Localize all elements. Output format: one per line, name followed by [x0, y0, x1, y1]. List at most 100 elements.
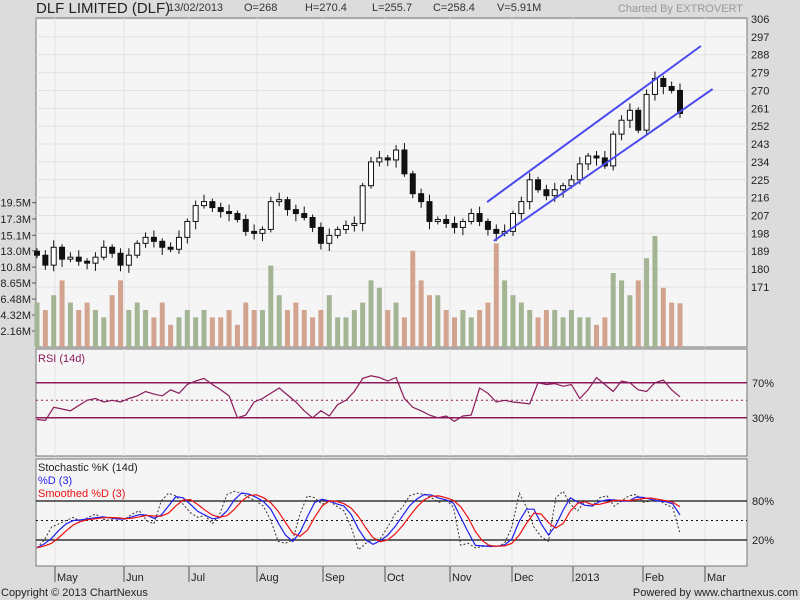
candle-up — [526, 179, 533, 203]
volume-bar — [310, 317, 316, 347]
candle-down — [409, 173, 416, 195]
volume-bar — [92, 310, 98, 347]
quote-high: H=270.4 — [305, 2, 347, 14]
candle-down — [309, 217, 316, 228]
volume-bar — [118, 280, 124, 347]
candle-up — [626, 109, 633, 121]
price-tick-label: 297 — [751, 32, 769, 44]
candle-up — [560, 185, 567, 191]
volume-bar — [59, 280, 65, 347]
candle-down — [535, 179, 542, 191]
volume-bar — [652, 236, 658, 347]
candle-up — [509, 213, 516, 232]
volume-bar — [644, 258, 650, 347]
volume-bar — [343, 317, 349, 347]
volume-bar — [468, 317, 474, 347]
candle-down — [242, 218, 249, 232]
x-tick-label: Jun — [126, 572, 144, 584]
volume-bar — [410, 250, 416, 347]
candle-down — [635, 109, 642, 131]
x-tick-label: Mar — [707, 572, 726, 584]
stochastic-d-line — [36, 492, 681, 549]
candle-down — [451, 222, 458, 228]
candle-down — [284, 199, 291, 211]
candle-down — [677, 89, 683, 114]
volume-bar — [568, 310, 574, 347]
stochastic-panel — [35, 458, 748, 567]
price-tick-label: 171 — [751, 282, 769, 294]
candle-up — [142, 236, 149, 244]
candle-down — [301, 213, 308, 218]
candle-up — [92, 256, 99, 264]
candle-down — [476, 213, 483, 222]
rsi-level-label: 30% — [752, 413, 774, 425]
volume-bar — [669, 302, 675, 347]
volume-bar — [385, 310, 391, 347]
x-tick-label: Dec — [514, 572, 534, 584]
volume-bar — [276, 295, 282, 347]
candle-down — [109, 246, 116, 254]
x-tick-label: 2013 — [575, 572, 599, 584]
stochastic-level-label: 20% — [752, 535, 774, 547]
volume-tick-label: 10.8M — [0, 262, 31, 274]
volume-bar — [376, 287, 382, 347]
volume-bar — [401, 317, 407, 347]
stochastic-k-line — [36, 490, 681, 551]
volume-bar — [610, 273, 616, 347]
price-tick-label: 225 — [751, 175, 769, 187]
candle-up — [267, 201, 274, 230]
volume-bar — [368, 280, 374, 347]
candle-up — [376, 157, 383, 163]
candle-down — [34, 250, 40, 256]
volume-bar — [51, 295, 57, 347]
stochastic-smoothed-d-line — [36, 494, 681, 549]
powered-by-link[interactable]: Powered by www.chartnexus.com — [632, 587, 798, 599]
price-tick-label: 180 — [751, 264, 769, 276]
x-tick-label: Aug — [259, 572, 279, 584]
volume-bar — [477, 310, 483, 347]
candle-down — [426, 201, 433, 222]
x-tick-label: Feb — [645, 572, 664, 584]
candle-up — [334, 228, 341, 236]
price-tick-label: 288 — [751, 50, 769, 62]
volume-bar — [101, 317, 107, 347]
volume-bar — [627, 295, 633, 347]
price-tick-label: 279 — [751, 68, 769, 80]
volume-bar — [126, 310, 132, 347]
x-tick-label: Jul — [191, 572, 205, 584]
candle-up — [201, 201, 208, 207]
x-tick-label: Oct — [387, 572, 404, 584]
quote-open: O=268 — [244, 2, 278, 14]
candle-up — [618, 119, 625, 135]
volume-bar — [293, 302, 299, 347]
volume-bar — [285, 310, 291, 347]
price-tick-label: 216 — [751, 193, 769, 205]
volume-bar — [535, 317, 541, 347]
volume-tick-label: 4.32M — [0, 310, 31, 322]
candle-up — [368, 161, 375, 187]
volume-bar — [393, 302, 399, 347]
candle-down — [493, 228, 500, 234]
candle-down — [209, 201, 216, 209]
candle-down — [251, 230, 258, 234]
price-tick-label: 261 — [751, 103, 769, 115]
price-tick-label: 252 — [751, 121, 769, 133]
candle-down — [226, 211, 233, 215]
volume-bar — [243, 302, 249, 347]
volume-bar — [585, 317, 591, 347]
quote-low: L=255.7 — [372, 2, 413, 14]
volume-bar — [159, 302, 165, 347]
candle-down — [234, 213, 241, 220]
volume-bar — [42, 310, 48, 347]
stochastic-k-label: Stochastic %K (14d) — [38, 462, 138, 474]
volume-bar — [460, 310, 466, 347]
volume-tick-label: 2.16M — [0, 326, 31, 338]
volume-bar — [443, 310, 449, 347]
candle-down — [167, 246, 174, 250]
candle-up — [351, 222, 358, 226]
candle-down — [484, 220, 491, 230]
candle-down — [593, 155, 600, 159]
volume-bar — [577, 317, 583, 347]
rsi-label: RSI (14d) — [38, 353, 85, 365]
candle-down — [317, 226, 324, 244]
